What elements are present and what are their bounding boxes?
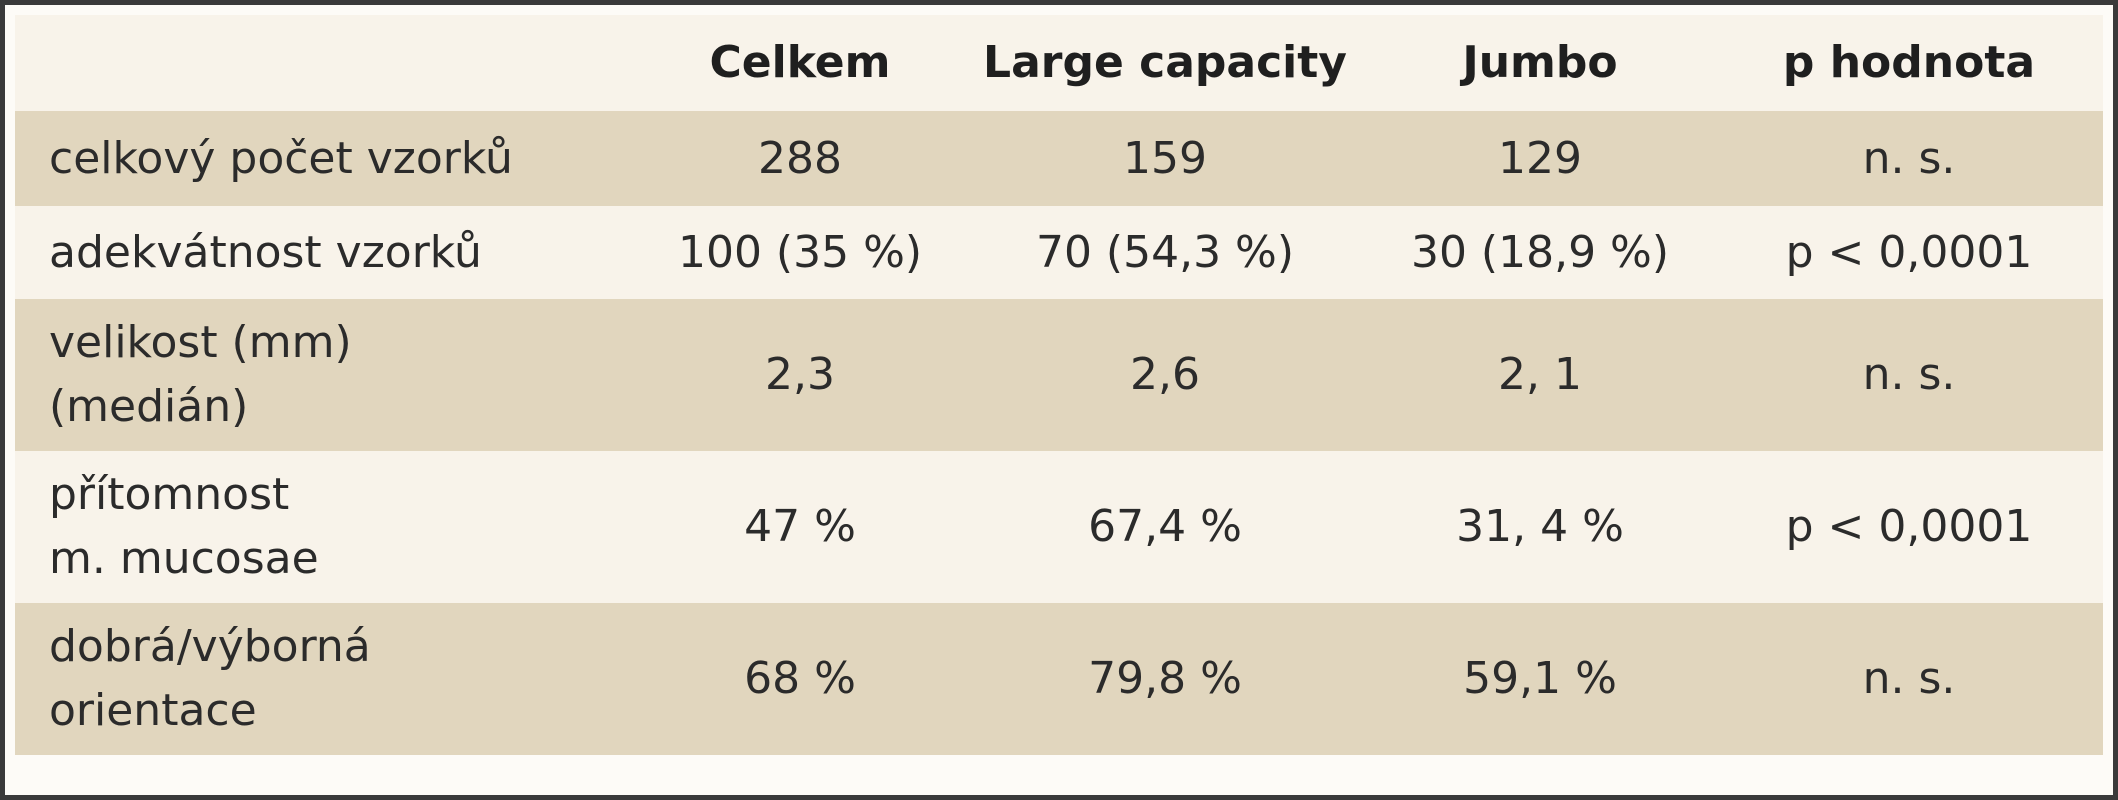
row-label: dobrá/výborná orientace — [15, 615, 635, 743]
header-large-capacity: Large capacity — [983, 37, 1347, 88]
cell-celkem: 68 % — [744, 653, 856, 704]
cell-large-capacity: 2,6 — [1130, 349, 1200, 400]
row-label-line: orientace — [49, 685, 257, 736]
cell-large-capacity: 67,4 % — [1088, 501, 1242, 552]
row-label: přítomnost m. mucosae — [15, 463, 635, 591]
row-label-line: přítomnost — [49, 469, 290, 520]
cell-celkem: 2,3 — [765, 349, 835, 400]
cell-p-hodnota: n. s. — [1862, 653, 1956, 704]
cell-celkem: 100 (35 %) — [677, 226, 923, 278]
table-row: celkový počet vzorků 288 159 129 n. s. — [15, 111, 2103, 206]
header-jumbo: Jumbo — [1462, 37, 1618, 88]
row-label-line: celkový počet vzorků — [49, 132, 513, 184]
cell-large-capacity: 70 (54,3 %) — [1035, 226, 1295, 278]
cell-large-capacity: 159 — [1123, 132, 1207, 184]
row-label-line: velikost (mm) — [49, 317, 352, 368]
header-celkem: Celkem — [709, 37, 891, 88]
cell-celkem: 288 — [758, 132, 842, 184]
cell-jumbo: 59,1 % — [1463, 653, 1617, 704]
table-header-row: Celkem Large capacity Jumbo p hodnota — [15, 15, 2103, 111]
row-label-line: (medián) — [49, 381, 249, 432]
table-row: adekvátnost vzorků 100 (35 %) 70 (54,3 %… — [15, 206, 2103, 299]
row-label: adekvátnost vzorků — [15, 221, 635, 285]
cell-p-hodnota: n. s. — [1862, 349, 1956, 400]
cell-jumbo: 2, 1 — [1498, 349, 1582, 400]
table-row: velikost (mm) (medián) 2,3 2,6 2, 1 n. s… — [15, 299, 2103, 451]
row-label-line: adekvátnost vzorků — [49, 226, 482, 278]
cell-celkem: 47 % — [744, 501, 856, 552]
cell-p-hodnota: p < 0,0001 — [1785, 501, 2033, 552]
header-p-hodnota: p hodnota — [1782, 37, 2036, 88]
row-label: celkový počet vzorků — [15, 127, 635, 191]
row-label: velikost (mm) (medián) — [15, 311, 635, 439]
cell-p-hodnota: n. s. — [1862, 132, 1956, 184]
cell-jumbo: 129 — [1498, 132, 1582, 184]
data-table: Celkem Large capacity Jumbo p hodnota ce… — [15, 15, 2103, 755]
table-row: přítomnost m. mucosae 47 % 67,4 % 31, 4 … — [15, 451, 2103, 603]
cell-jumbo: 30 (18,9 %) — [1410, 226, 1670, 278]
row-label-line: m. mucosae — [49, 533, 319, 584]
row-label-line: dobrá/výborná — [49, 621, 371, 672]
cell-p-hodnota: p < 0,0001 — [1785, 226, 2033, 278]
table-row: dobrá/výborná orientace 68 % 79,8 % 59,1… — [15, 603, 2103, 755]
cell-jumbo: 31, 4 % — [1456, 501, 1624, 552]
cell-large-capacity: 79,8 % — [1088, 653, 1242, 704]
